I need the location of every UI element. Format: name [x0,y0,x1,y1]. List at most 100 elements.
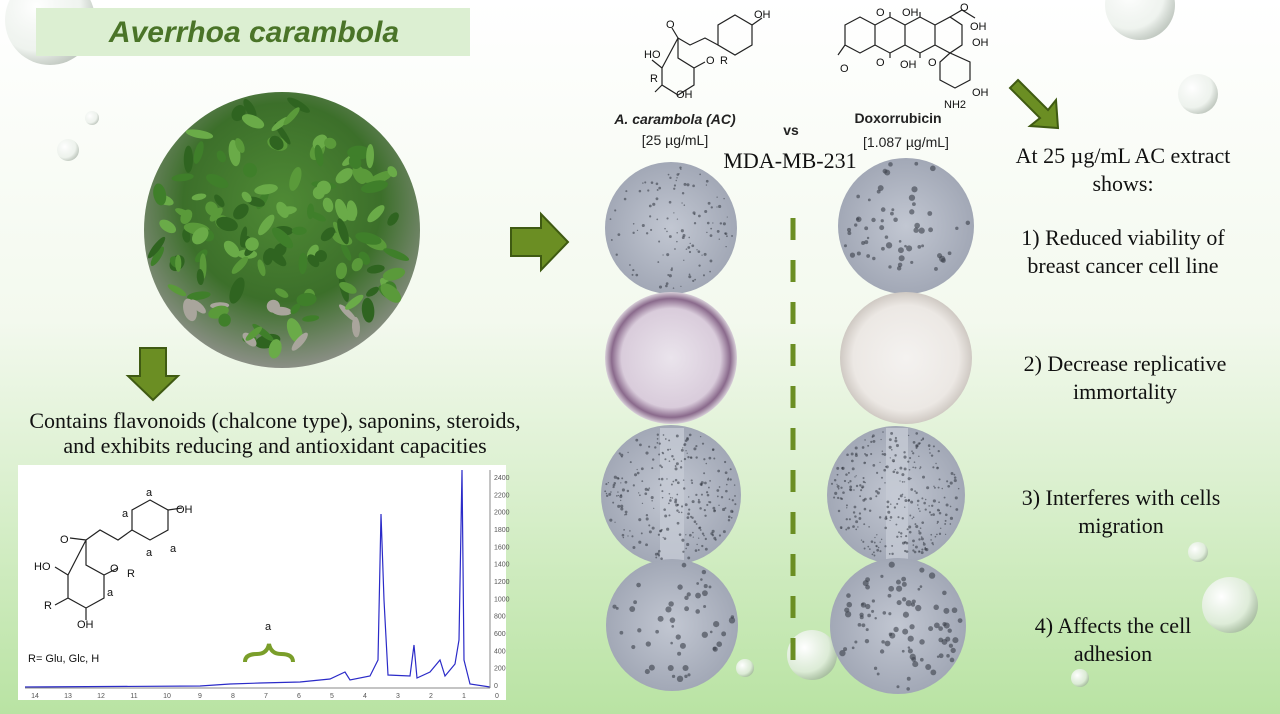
cell-dot [947,484,951,488]
cell-dot [674,500,677,504]
structure-label: OH [972,87,989,99]
cell-dot [722,507,726,512]
finding-line: 2) Decrease replicative [1024,351,1227,376]
cell-dot [862,540,865,543]
cell-dot [914,490,916,493]
cell-dot [705,184,708,186]
cell-dot [950,472,954,475]
cell-dot [645,517,649,521]
cell-dot [666,230,668,233]
cell-dot [893,217,898,223]
cell-dot [890,211,894,216]
cell-dot [904,496,906,498]
cell-dot [703,508,706,512]
cell-dot [686,592,691,597]
cell-dot [891,208,895,212]
cell-dot [915,524,919,529]
cell-dot [686,516,690,520]
cell-dot [897,247,904,254]
cell-dot [873,554,876,557]
leaf [183,145,194,173]
cell-dot [843,479,847,483]
adhesion-image-dox [830,558,966,694]
cell-dot [605,483,608,486]
cell-dot [902,597,907,602]
cell-dot [917,245,922,249]
cell-dot [904,549,907,553]
cell-dot [687,456,690,459]
leaf [231,256,249,274]
cell-dot [684,595,689,601]
cell-dot [917,507,920,510]
cell-dot [661,451,664,454]
cell-dot [946,654,950,658]
cell-dot [948,643,954,648]
cell-dot [867,198,871,202]
structure-label: O [840,63,849,75]
leaf [324,137,337,149]
cell-dot [940,258,946,263]
cell-dot [671,497,674,499]
cell-dot [884,526,887,530]
cell-dot [657,533,660,536]
structure-label: OH [77,619,94,631]
cell-dot [712,506,716,510]
cell-dot [837,509,841,513]
cell-dot [675,634,681,640]
cell-dot [931,542,934,545]
cell-dot [910,260,914,264]
cell-dot [685,450,687,452]
cell-dot [676,521,680,525]
cell-dot [876,471,879,474]
cell-dot [675,434,679,438]
cell-dot [689,242,691,245]
cell-dot [918,227,925,234]
cell-dot [911,186,918,193]
cell-dot [700,493,703,496]
cell-dot [949,523,952,525]
cell-dot [617,494,620,497]
cell-dot [699,173,701,176]
cell-dot [932,499,936,503]
x-tick-label: 11 [130,693,137,700]
cell-dot [672,287,675,289]
cell-dot [661,496,664,499]
cell-dot [624,510,628,514]
cell-dot [876,548,880,552]
cell-dot [681,538,685,542]
leaf [307,254,320,268]
cell-dot [869,497,873,501]
cell-dot [625,190,628,193]
arrow-right [510,211,570,273]
cell-dot [645,514,649,517]
cell-dot [847,471,850,474]
cell-dot [677,651,682,656]
cell-dot [612,485,615,489]
cell-dot [683,457,687,461]
cell-dot [882,431,884,433]
cell-dot [910,602,916,607]
cell-dot [709,259,713,263]
cell-dot [707,201,711,205]
arrow-down [125,347,181,402]
wound-gap [886,428,908,562]
cell-dot [684,503,688,507]
x-tick-label: 3 [396,693,400,700]
cell-dot [885,465,889,469]
cell-dot [724,232,728,236]
cell-dot [656,433,660,436]
cell-dot [707,486,710,489]
cell-dot [727,515,731,519]
cell-dot [706,231,708,234]
cell-dot [668,514,671,517]
cell-dot [668,493,671,495]
cell-dot [912,202,916,207]
cell-dot [677,584,683,590]
cell-dot [605,494,609,498]
leaf-texture [147,97,410,359]
colony-image-dox [840,292,972,424]
dox-label: Doxorrubicin [854,110,941,126]
cell-dot [668,460,671,462]
x-tick-label: 0 [495,693,499,700]
cell-dot [871,217,876,223]
